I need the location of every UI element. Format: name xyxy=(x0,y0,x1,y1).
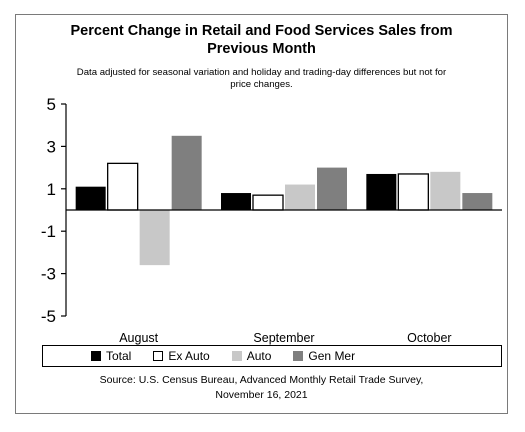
y-tick-label: 1 xyxy=(47,180,56,199)
source-line-2: November 16, 2021 xyxy=(215,389,308,401)
legend-label: Ex Auto xyxy=(168,349,210,363)
source-line-1: Source: U.S. Census Bureau, Advanced Mon… xyxy=(99,374,424,386)
legend-item-ex-auto: Ex Auto xyxy=(153,349,210,363)
legend-label: Auto xyxy=(246,349,272,363)
x-tick-label: August xyxy=(119,331,158,345)
legend-item-auto: Auto xyxy=(231,349,272,363)
x-tick-label: September xyxy=(253,331,314,345)
bar-gen-mer-september xyxy=(317,167,347,210)
legend-label: Gen Mer xyxy=(308,349,356,363)
bar-total-september xyxy=(221,193,251,210)
chart-legend: Total Ex Auto Auto Gen Mer xyxy=(42,345,502,367)
legend-swatch xyxy=(153,351,164,361)
bars xyxy=(75,135,493,266)
bar-auto-august xyxy=(139,210,170,266)
bar-gen-mer-august xyxy=(171,135,202,210)
y-tick-label: -1 xyxy=(41,222,56,241)
x-axis: August September October xyxy=(66,209,502,345)
bar-auto-september xyxy=(285,184,315,210)
bar-ex-auto-september xyxy=(252,194,284,211)
chart-source: Source: U.S. Census Bureau, Advanced Mon… xyxy=(15,373,508,403)
chart-frame xyxy=(15,14,508,414)
y-axis: 5 3 1 -1 -3 -5 xyxy=(41,95,67,326)
chart-subtitle-line-2: price changes. xyxy=(230,79,293,90)
y-tick-label: -5 xyxy=(41,307,56,326)
legend-swatch xyxy=(231,351,242,361)
legend-item-total: Total xyxy=(91,349,131,363)
legend-label: Total xyxy=(106,349,132,363)
legend-swatch xyxy=(91,351,101,361)
bar-auto-october xyxy=(430,171,461,210)
bar-gen-mer-october xyxy=(462,193,493,210)
bar-total-august xyxy=(75,186,106,210)
bar-ex-auto-august xyxy=(107,162,139,211)
chart-title-line-2: Previous Month xyxy=(207,41,316,57)
y-tick-label: 5 xyxy=(47,95,56,114)
y-tick-label: -3 xyxy=(41,265,56,284)
chart-subtitle-line-1: Data adjusted for seasonal variation and… xyxy=(76,67,447,78)
chart-title-line-1: Percent Change in Retail and Food Servic… xyxy=(70,23,453,39)
chart-subtitle: Data adjusted for seasonal variation and… xyxy=(30,67,493,91)
bar-ex-auto-october xyxy=(397,173,429,211)
legend-item-gen-mer: Gen Mer xyxy=(293,349,355,363)
y-tick-label: 3 xyxy=(47,137,56,156)
bar-total-october xyxy=(366,173,397,210)
chart-title: Percent Change in Retail and Food Servic… xyxy=(15,22,508,58)
legend-swatch xyxy=(293,351,304,361)
x-tick-label: October xyxy=(407,331,451,345)
